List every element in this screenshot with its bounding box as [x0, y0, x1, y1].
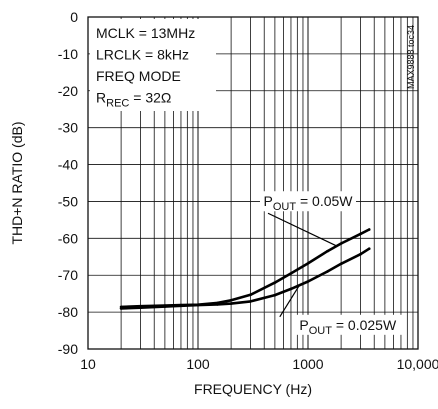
plot-frame	[87, 16, 419, 350]
series-layer	[119, 228, 371, 310]
data-point	[229, 299, 233, 302]
data-point	[289, 287, 293, 291]
data-point	[139, 306, 142, 310]
y-axis-title: THD+N RATIO (dB)	[9, 121, 25, 244]
data-point	[306, 280, 310, 283]
x-tick-label: 10,000	[397, 356, 438, 372]
condition-line-2: LRCLK = 8kHz	[96, 47, 189, 63]
data-point	[359, 232, 362, 236]
annotation-bg-1	[260, 191, 356, 212]
series-line-2	[119, 247, 371, 310]
conditions-box	[90, 19, 216, 111]
data-point	[339, 262, 343, 266]
data-point	[216, 303, 219, 306]
data-point	[359, 252, 362, 256]
y-tick-label: -70	[58, 267, 78, 283]
data-point	[196, 303, 200, 307]
data-point	[273, 293, 277, 297]
y-tick-label: -40	[58, 157, 78, 173]
annotation-label-1: POUT = 0.05W	[264, 193, 354, 213]
y-tick-label: 0	[70, 9, 78, 25]
annotations: POUT = 0.05W POUT = 0.025W	[260, 191, 403, 337]
x-tick-label: 10	[80, 356, 96, 372]
condition-line-3: FREQ MODE	[96, 68, 181, 84]
data-point	[326, 270, 329, 273]
y-tick-label: -60	[58, 230, 78, 246]
x-tick-label: 100	[186, 356, 210, 372]
annotation-leader-1	[267, 212, 337, 247]
data-point	[306, 262, 310, 265]
y-tick-label: -20	[58, 83, 78, 99]
y-tick-label: -30	[58, 120, 78, 136]
annotation-leader-2	[279, 284, 301, 318]
data-point	[229, 302, 233, 305]
data-point	[367, 228, 371, 231]
x-axis-title: FREQUENCY (Hz)	[194, 381, 312, 397]
y-tick-label: -50	[58, 193, 78, 209]
data-point	[326, 249, 329, 253]
data-point	[249, 293, 252, 297]
data-point	[249, 300, 252, 303]
data-point	[367, 247, 371, 250]
condition-line-4: RREC = 32Ω	[96, 90, 171, 110]
data-point	[119, 307, 123, 310]
data-point	[273, 281, 277, 284]
data-point	[289, 272, 293, 275]
conditions-text: MCLK = 13MHz LRCLK = 8kHz FREQ MODE RREC = …	[96, 25, 195, 110]
annotation-label-2: POUT = 0.025W	[299, 317, 397, 337]
y-tick-label: -90	[58, 341, 78, 357]
data-point	[339, 242, 343, 245]
x-tick-label: 1000	[292, 356, 323, 372]
data-point	[179, 304, 183, 308]
figure-id-label: MAX9888 toc34	[406, 25, 416, 89]
y-tick-label: -80	[58, 304, 78, 320]
y-tick-label: -10	[58, 46, 78, 62]
data-point	[163, 305, 167, 308]
series-2	[119, 247, 371, 310]
condition-line-1: MCLK = 13MHz	[96, 25, 195, 41]
annotation-bg-2	[292, 314, 403, 335]
